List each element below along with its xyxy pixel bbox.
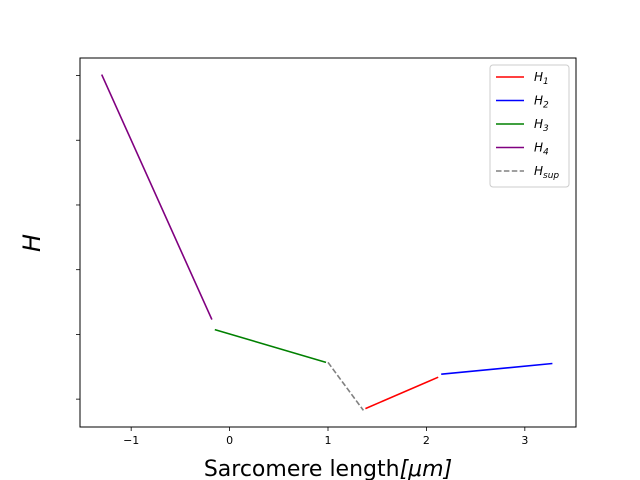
series-layer [100,74,553,411]
y-axis-label: H [18,234,46,252]
legend-label-hsup: Hsup [534,164,559,181]
legend-label-h3: H3 [534,117,549,134]
series-line-hsup [327,361,365,411]
series-line-h3 [214,328,327,364]
legend-label-h1: H1 [534,70,549,87]
legend-label-h2: H2 [534,94,549,111]
y-axis [76,75,80,400]
legend: H1 H2 H3 H4 Hsup [489,64,570,188]
x-tick-label: 3 [521,434,528,447]
series-line-h2 [441,362,553,375]
x-axis-label-unit: [μm] [400,457,453,480]
x-axis-label-text: Sarcomere length [204,457,400,480]
x-axis: −1 0 1 2 3 [123,427,528,447]
x-tick-label: −1 [123,434,139,447]
x-tick-label: 2 [423,434,430,447]
series-line-h1 [365,376,439,410]
x-axis-label: Sarcomere length[μm] [204,457,452,480]
x-tick-label: 0 [226,434,233,447]
legend-label-h4: H4 [534,141,549,158]
x-tick-label: 1 [325,434,332,447]
series-line-h4 [100,74,213,320]
legend-frame [489,64,570,188]
